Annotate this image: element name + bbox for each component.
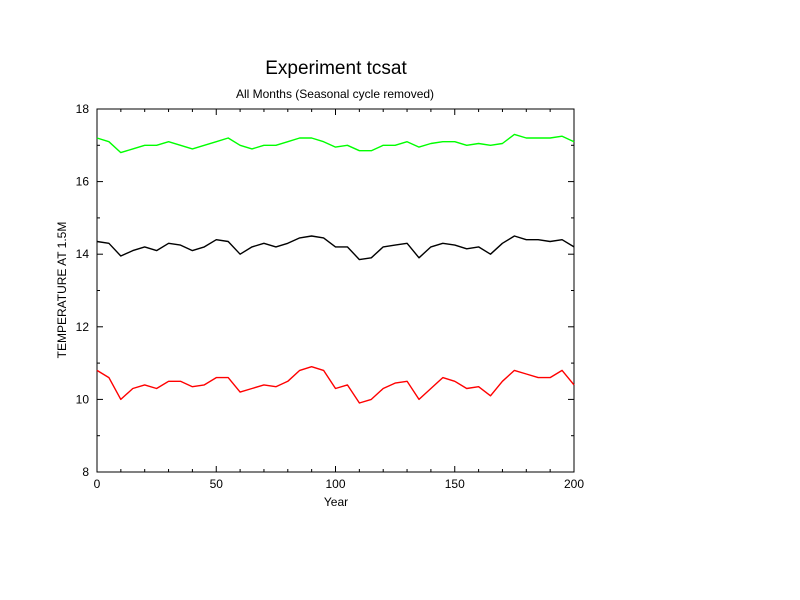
plot-area: 8 10 12 14 16 18 0 50 100 150 200 <box>76 102 585 491</box>
y-axis-label: TEMPERATURE AT 1.5M <box>55 222 69 359</box>
y-tick-label: 8 <box>82 465 89 479</box>
chart-title: Experiment tcsat <box>265 58 407 79</box>
x-tick-label: 0 <box>94 477 101 491</box>
series-line-1 <box>96 133 575 154</box>
x-tick-label: 100 <box>325 477 345 491</box>
plot-frame <box>96 108 575 473</box>
x-tick-label: 50 <box>210 477 224 491</box>
y-tick-label: 10 <box>76 392 90 406</box>
series-line-2 <box>96 235 575 261</box>
series-line-3 <box>96 366 575 404</box>
y-tick-label: 16 <box>76 175 90 189</box>
x-axis-label: Year <box>324 495 348 509</box>
y-tick-label: 14 <box>76 247 90 261</box>
x-tick-label: 200 <box>564 477 584 491</box>
y-tick-label: 12 <box>76 320 90 334</box>
x-tick-label: 150 <box>445 477 465 491</box>
y-tick-label: 18 <box>76 102 90 116</box>
chart-subtitle: All Months (Seasonal cycle removed) <box>236 87 434 101</box>
